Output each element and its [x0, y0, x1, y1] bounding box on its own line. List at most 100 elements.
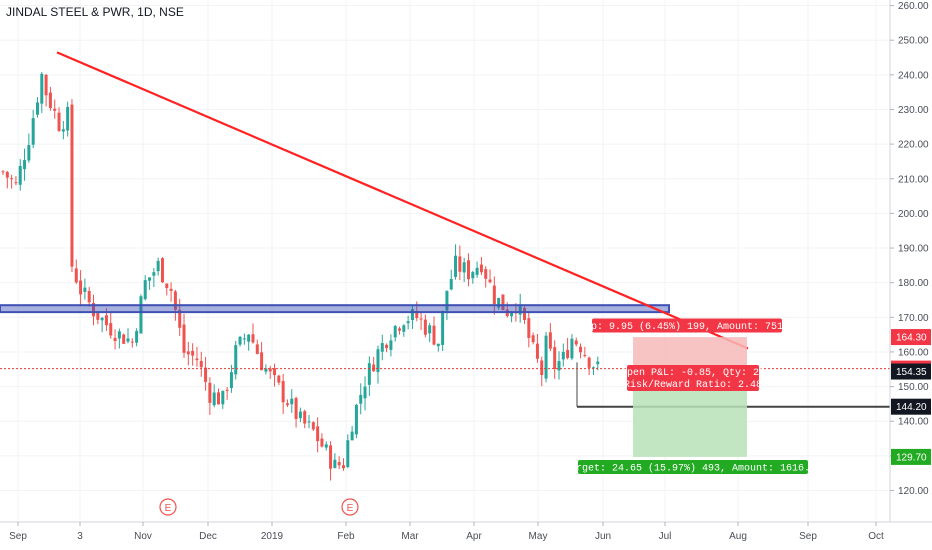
candle-body[interactable] [273, 368, 277, 376]
candle-body[interactable] [354, 404, 358, 435]
candle-body[interactable] [160, 258, 164, 283]
resistance-zone[interactable] [0, 304, 670, 314]
candle-body[interactable] [579, 346, 583, 353]
candle-body[interactable] [380, 343, 384, 352]
candle-body[interactable] [156, 260, 160, 272]
candle-body[interactable] [363, 386, 367, 399]
candle-body[interactable] [548, 332, 552, 349]
candle-body[interactable] [23, 160, 27, 170]
candle-body[interactable] [510, 312, 514, 317]
candle-body[interactable] [320, 438, 324, 447]
candle-body[interactable] [415, 310, 419, 319]
candle-body[interactable] [27, 145, 31, 161]
candle-body[interactable] [402, 325, 406, 332]
candle-body[interactable] [113, 337, 117, 342]
candle-body[interactable] [544, 335, 548, 379]
candle-body[interactable] [376, 349, 380, 373]
candle-body[interactable] [428, 325, 432, 334]
candle-body[interactable] [350, 431, 354, 441]
candle-body[interactable] [234, 345, 238, 375]
candle-body[interactable] [199, 360, 203, 368]
candle-body[interactable] [501, 294, 505, 311]
candle-body[interactable] [462, 262, 466, 273]
candle-body[interactable] [454, 255, 458, 277]
candle-body[interactable] [290, 398, 294, 405]
candle-body[interactable] [92, 303, 96, 317]
candle-body[interactable] [566, 349, 570, 358]
candle-body[interactable] [367, 363, 371, 385]
candle-body[interactable] [221, 390, 225, 405]
candle-body[interactable] [471, 272, 475, 279]
candle-body[interactable] [596, 361, 600, 365]
candle-body[interactable] [18, 165, 22, 185]
stop-zone[interactable] [633, 337, 747, 369]
candle-body[interactable] [479, 264, 483, 273]
candle-body[interactable] [148, 277, 152, 281]
candle-body[interactable] [329, 445, 333, 469]
candle-body[interactable] [217, 392, 220, 405]
candle-body[interactable] [208, 382, 212, 403]
candle-body[interactable] [346, 440, 350, 468]
stop-label-box[interactable] [592, 318, 782, 333]
candle-body[interactable] [40, 73, 44, 104]
candle-body[interactable] [186, 351, 190, 355]
candle-body[interactable] [561, 351, 565, 360]
candle-body[interactable] [497, 297, 501, 308]
candle-body[interactable] [53, 108, 57, 111]
candle-body[interactable] [143, 280, 147, 300]
candle-body[interactable] [191, 350, 195, 356]
candle-body[interactable] [173, 291, 177, 310]
price-axis[interactable] [890, 0, 932, 550]
candle-body[interactable] [311, 422, 315, 430]
candle-body[interactable] [307, 421, 311, 423]
candle-body[interactable] [583, 355, 587, 357]
candle-body[interactable] [341, 465, 345, 469]
candle-body[interactable] [535, 343, 539, 359]
candle-body[interactable] [182, 324, 186, 353]
candle-body[interactable] [238, 336, 242, 345]
candle-body[interactable] [204, 367, 208, 382]
candle-body[interactable] [540, 360, 544, 376]
candle-body[interactable] [337, 462, 341, 466]
candle-body[interactable] [385, 344, 389, 349]
candle-body[interactable] [104, 315, 108, 326]
candle-body[interactable] [393, 325, 397, 338]
candle-body[interactable] [247, 334, 251, 342]
candle-body[interactable] [70, 104, 74, 267]
candle-body[interactable] [449, 278, 453, 290]
candle-body[interactable] [574, 340, 578, 345]
candle-body[interactable] [398, 328, 402, 331]
candle-body[interactable] [83, 287, 87, 292]
candle-body[interactable] [324, 444, 328, 448]
candle-body[interactable] [130, 341, 134, 343]
earnings-marker-icon[interactable] [341, 498, 359, 516]
candle-body[interactable] [109, 323, 113, 336]
trendline[interactable] [56, 51, 749, 350]
candle-body[interactable] [419, 318, 423, 320]
candle-body[interactable] [268, 368, 272, 372]
candle-body[interactable] [436, 343, 440, 347]
candle-body[interactable] [10, 178, 14, 180]
candle-body[interactable] [298, 411, 302, 419]
candle-body[interactable] [87, 290, 91, 303]
candle-body[interactable] [255, 344, 259, 354]
candle-body[interactable] [441, 310, 445, 345]
target-label-box[interactable] [578, 460, 808, 474]
candle-body[interactable] [229, 372, 233, 389]
candle-body[interactable] [281, 381, 285, 403]
candle-body[interactable] [100, 317, 104, 321]
candle-body[interactable] [488, 279, 492, 283]
candle-body[interactable] [531, 335, 535, 343]
candle-body[interactable] [406, 321, 410, 324]
candle-body[interactable] [35, 102, 39, 115]
candle-body[interactable] [303, 411, 307, 424]
candle-body[interactable] [466, 260, 470, 280]
candle-body[interactable] [31, 118, 35, 145]
candle-body[interactable] [316, 426, 320, 442]
candle-body[interactable] [410, 309, 414, 321]
candle-body[interactable] [333, 459, 337, 468]
candle-body[interactable] [169, 288, 173, 291]
candle-body[interactable] [445, 290, 449, 311]
candle-body[interactable] [135, 330, 139, 343]
